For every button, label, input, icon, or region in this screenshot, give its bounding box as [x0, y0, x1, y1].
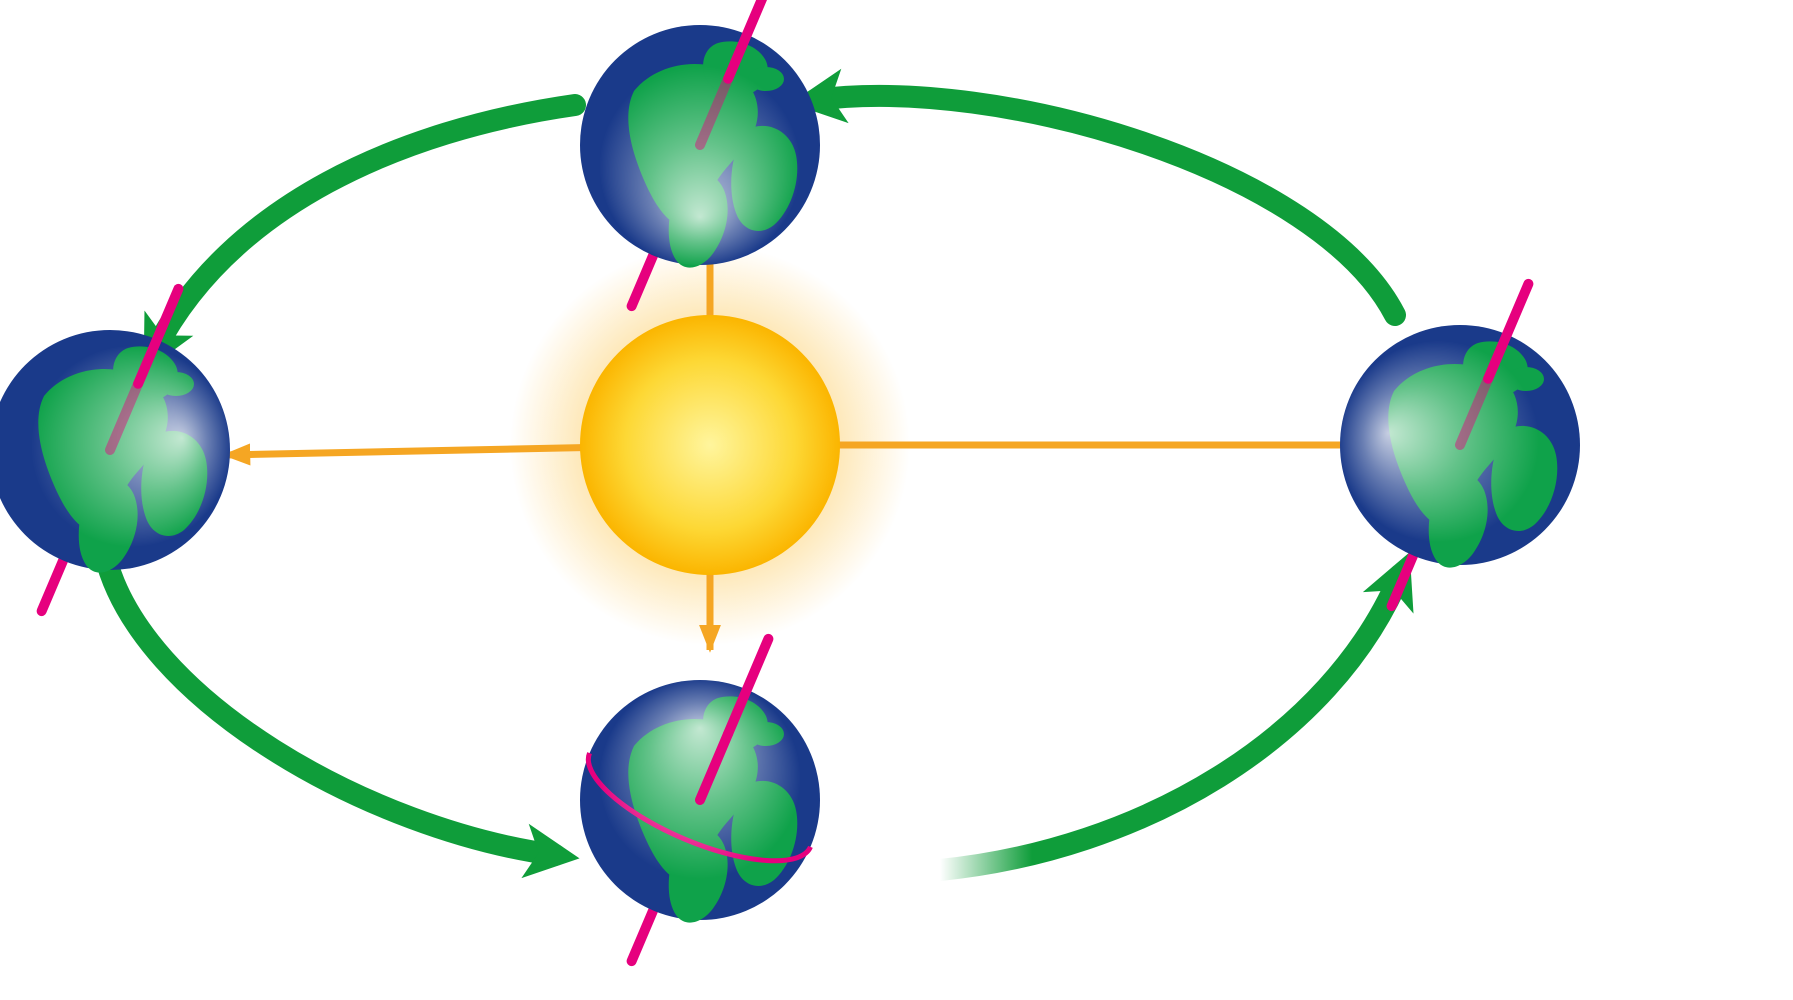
- orbit-arc-left-to-bottom: [105, 555, 555, 855]
- earth-left: [0, 289, 230, 611]
- sun-core: [580, 315, 840, 575]
- earth-bottom: [573, 639, 820, 961]
- sun: [225, 195, 1380, 650]
- earth-orbit-diagram: [0, 0, 1793, 1000]
- orbit-arc-right-to-top: [815, 96, 1395, 315]
- orbit-arc-top-to-left: [155, 105, 575, 350]
- earth-right: [1340, 284, 1580, 606]
- orbit-arc-bottom-to-right: [940, 575, 1400, 870]
